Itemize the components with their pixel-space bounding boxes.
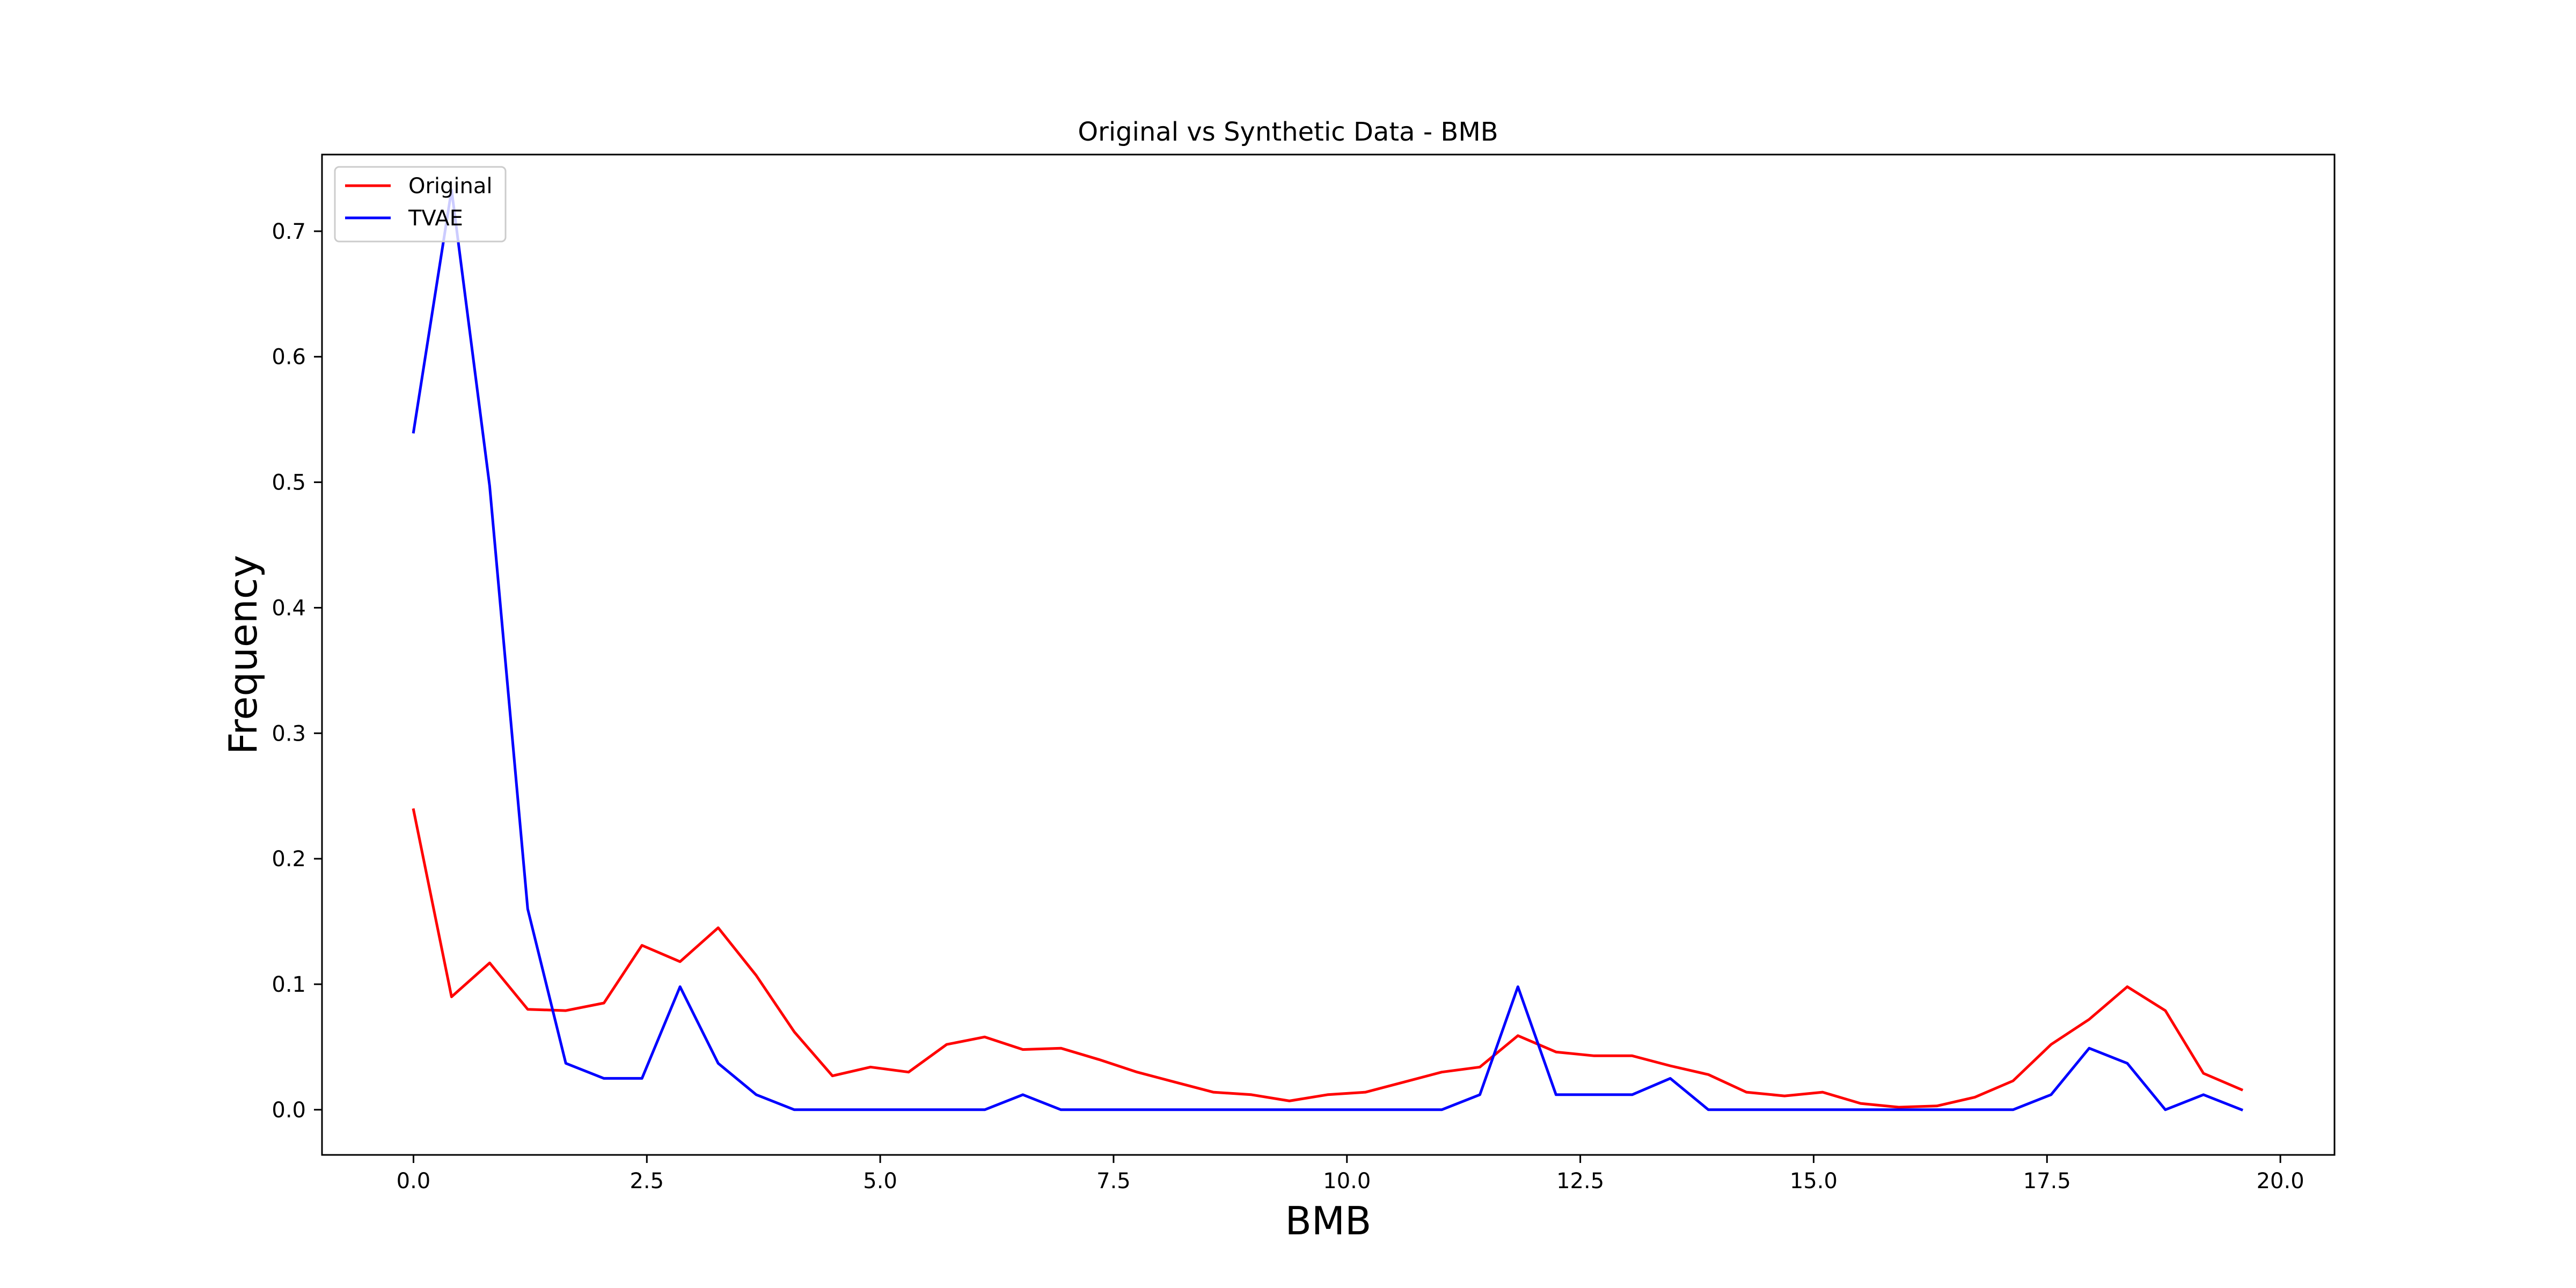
- plot-frame: [321, 153, 2336, 1156]
- series-line-original: [412, 808, 2244, 1109]
- x-tick-label: 7.5: [1096, 1169, 1131, 1194]
- y-tick-label: 0.6: [272, 345, 306, 370]
- chart-title: Original vs Synthetic Data - BMB: [1078, 117, 1498, 147]
- x-tick-label: 15.0: [1790, 1169, 1838, 1194]
- y-tick-label: 0.2: [272, 847, 306, 872]
- y-tick-label: 0.7: [272, 219, 306, 244]
- y-axis-label: Frequency: [221, 555, 266, 755]
- y-tick-label: 0.4: [272, 596, 306, 620]
- series-layer: [412, 188, 2244, 1112]
- y-tick-label: 0.0: [272, 1098, 306, 1123]
- x-tick-label: 17.5: [2023, 1169, 2071, 1194]
- x-axis-ticks: 0.0 2.5 5.0 7.5 10.0 12.5 15.0 17.5 20.0: [397, 1155, 2304, 1194]
- y-tick-label: 0.1: [272, 972, 306, 997]
- x-axis-label: BMB: [1285, 1198, 1372, 1243]
- x-tick-label: 20.0: [2257, 1169, 2304, 1194]
- x-tick-label: 10.0: [1323, 1169, 1371, 1194]
- legend-label-tvae: TVAE: [408, 206, 463, 231]
- series-line-tvae: [412, 188, 2244, 1112]
- y-tick-label: 0.5: [272, 471, 306, 495]
- legend: Original TVAE: [334, 166, 507, 243]
- y-tick-label: 0.3: [272, 721, 306, 746]
- legend-label-original: Original: [408, 174, 493, 199]
- x-tick-label: 2.5: [630, 1169, 664, 1194]
- y-axis-ticks: 0.0 0.1 0.2 0.3 0.4 0.5 0.6 0.7: [272, 219, 322, 1123]
- x-tick-label: 12.5: [1556, 1169, 1604, 1194]
- x-tick-label: 5.0: [863, 1169, 897, 1194]
- x-tick-label: 0.0: [397, 1169, 431, 1194]
